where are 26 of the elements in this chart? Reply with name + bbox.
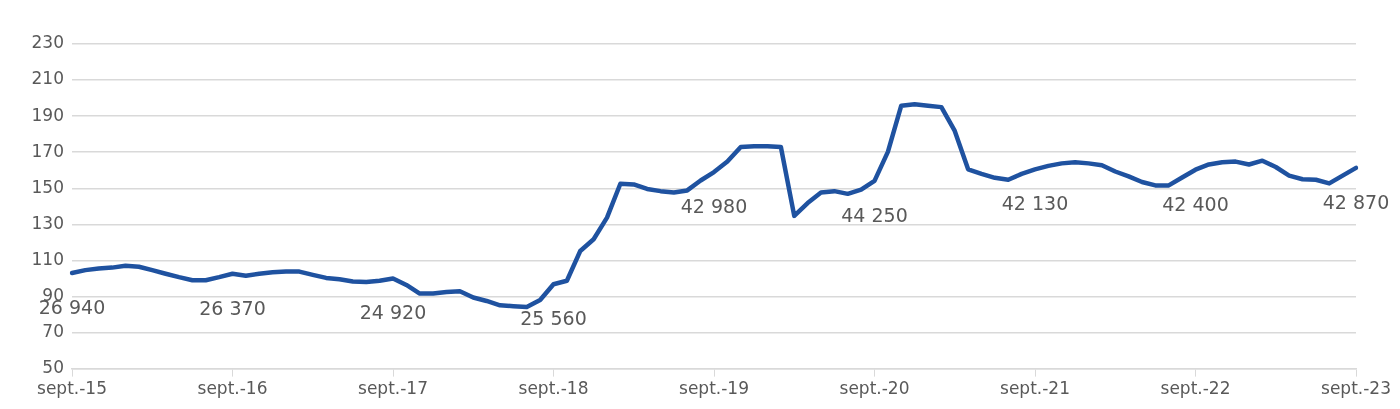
y-tick-label: 50 xyxy=(42,357,64,378)
x-tick-label: sept.-15 xyxy=(37,378,107,399)
y-tick-label: 170 xyxy=(31,140,64,161)
y-tick-label: 190 xyxy=(31,104,64,125)
x-tick-label: sept.-16 xyxy=(197,378,268,399)
x-tick-label: sept.-17 xyxy=(358,378,428,399)
annotation: 42 130 xyxy=(1001,192,1069,215)
y-tick-label: 230 xyxy=(31,32,64,53)
annotation: 42 400 xyxy=(1162,192,1229,215)
y-tick-label: 150 xyxy=(31,176,64,197)
x-tick-label: sept.-18 xyxy=(518,378,589,399)
annotation: 24 920 xyxy=(359,301,427,324)
x-tick-label: sept.-21 xyxy=(1000,378,1070,399)
x-tick-label: sept.-20 xyxy=(839,378,910,399)
y-tick-label: 130 xyxy=(31,212,64,233)
annotation: 42 980 xyxy=(680,194,748,217)
annotation: 44 250 xyxy=(841,203,908,226)
y-tick-label: 110 xyxy=(31,248,64,269)
annotation: 42 870 xyxy=(1322,190,1390,213)
x-tick-label: sept.-22 xyxy=(1160,378,1231,399)
y-tick-label: 70 xyxy=(42,320,64,341)
x-tick-label: sept.-19 xyxy=(679,378,749,399)
y-tick-label: 210 xyxy=(31,68,64,89)
annotation: 25 560 xyxy=(520,307,587,330)
annotation: 26 370 xyxy=(199,296,266,319)
x-tick-label: sept.-23 xyxy=(1321,378,1391,399)
